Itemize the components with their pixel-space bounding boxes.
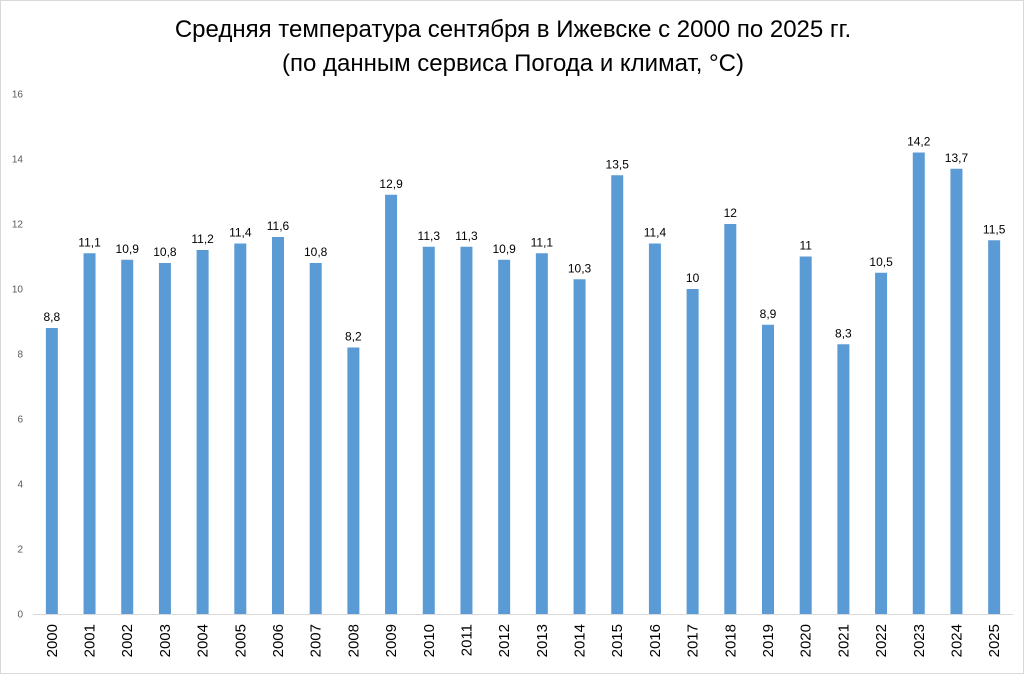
y-tick-label: 2 xyxy=(17,545,23,556)
x-tick-label: 2010 xyxy=(421,624,438,657)
x-tick-label: 2025 xyxy=(986,624,1003,657)
bar xyxy=(648,243,661,614)
bar-data-label: 11,4 xyxy=(229,226,252,240)
bar xyxy=(837,344,850,614)
bar-data-label: 10,5 xyxy=(869,255,893,269)
y-tick-label: 6 xyxy=(17,415,23,426)
bar xyxy=(460,246,473,614)
y-tick-label: 16 xyxy=(12,90,24,101)
bar xyxy=(347,347,360,614)
bar-data-label: 11,3 xyxy=(418,229,441,243)
bar-data-label: 11,2 xyxy=(191,232,214,246)
bar-data-label: 10 xyxy=(686,271,700,285)
bar-data-label: 8,9 xyxy=(760,307,777,321)
bar xyxy=(875,272,888,614)
x-tick-label: 2009 xyxy=(383,624,400,657)
x-tick-label: 2000 xyxy=(44,624,61,657)
x-tick-label: 2016 xyxy=(647,624,664,657)
bar-data-label: 11,4 xyxy=(644,226,667,240)
bar xyxy=(912,152,925,614)
x-tick-label: 2020 xyxy=(798,624,815,657)
x-tick-label: 2018 xyxy=(722,624,739,657)
x-tick-label: 2011 xyxy=(458,624,475,656)
y-tick-label: 8 xyxy=(17,350,23,361)
bar xyxy=(234,243,247,614)
y-tick-label: 12 xyxy=(12,220,24,231)
x-tick-label: 2013 xyxy=(534,624,551,657)
bar-data-label: 10,9 xyxy=(116,242,140,256)
x-tick-label: 2023 xyxy=(911,624,928,657)
bar xyxy=(724,224,737,614)
x-tick-label: 2012 xyxy=(496,624,513,657)
x-tick-label: 2005 xyxy=(232,624,249,657)
bar xyxy=(121,259,134,614)
bar-data-label: 11,1 xyxy=(531,235,554,249)
y-axis-ticks: 0 2 4 6 8 10 12 14 16 xyxy=(12,90,24,621)
bar-data-label: 10,8 xyxy=(304,245,328,259)
x-axis-labels: 2000 2001 2002 2003 2004 2005 2006 2007 2008 2009… xyxy=(44,624,1003,657)
x-tick-label: 2006 xyxy=(270,624,287,657)
bar xyxy=(385,194,398,614)
bar-data-label: 8,3 xyxy=(835,326,852,340)
x-tick-label: 2003 xyxy=(157,624,174,657)
bar-data-label: 11 xyxy=(799,239,812,253)
bar-data-label: 11,1 xyxy=(78,235,101,249)
bar xyxy=(422,246,435,614)
x-tick-label: 2022 xyxy=(873,624,890,657)
bar-data-label: 10,3 xyxy=(568,261,592,275)
y-tick-label: 4 xyxy=(17,480,23,491)
bar-data-label: 8,8 xyxy=(44,310,61,324)
x-tick-label: 2015 xyxy=(609,624,626,657)
y-tick-label: 14 xyxy=(12,155,24,166)
bar xyxy=(309,263,322,614)
bar xyxy=(573,279,586,614)
x-tick-label: 2007 xyxy=(308,624,325,657)
chart-subtitle: (по данным сервиса Погода и климат, °C) xyxy=(282,50,744,77)
bar-data-label: 11,5 xyxy=(983,222,1006,236)
bar xyxy=(611,175,624,614)
bar-data-label: 11,6 xyxy=(267,219,290,233)
x-tick-label: 2021 xyxy=(835,624,852,657)
x-tick-label: 2002 xyxy=(119,624,136,657)
bar xyxy=(158,263,171,614)
bar-data-label: 10,8 xyxy=(153,245,177,259)
chart-title-block: Средняя температура сентября в Ижевске с… xyxy=(1,13,1024,81)
x-tick-label: 2001 xyxy=(82,624,99,657)
bar xyxy=(535,253,548,614)
bar xyxy=(498,259,511,614)
bar xyxy=(762,324,774,614)
bar xyxy=(950,168,963,614)
x-tick-label: 2004 xyxy=(195,624,212,657)
bar-data-label: 13,5 xyxy=(606,157,630,171)
bar-data-label: 12 xyxy=(724,206,738,220)
y-tick-label: 10 xyxy=(12,285,24,296)
bar xyxy=(799,256,812,614)
bars xyxy=(45,152,1001,614)
bar xyxy=(83,253,96,614)
bar xyxy=(686,289,699,614)
bar-data-label: 8,2 xyxy=(345,330,362,344)
x-tick-label: 2019 xyxy=(760,624,777,657)
bar-data-label: 12,9 xyxy=(379,177,403,191)
bar xyxy=(988,240,1001,614)
bar xyxy=(272,237,284,614)
x-tick-label: 2008 xyxy=(345,624,362,657)
bar-data-label: 13,7 xyxy=(945,151,969,165)
x-tick-label: 2024 xyxy=(948,624,965,657)
chart-title: Средняя температура сентября в Ижевске с… xyxy=(174,16,852,43)
y-tick-label: 0 xyxy=(17,610,23,621)
x-tick-label: 2017 xyxy=(685,624,702,657)
bar xyxy=(45,328,58,614)
bar-data-label: 11,3 xyxy=(455,229,478,243)
x-tick-label: 2014 xyxy=(572,624,589,657)
bar-data-label: 10,9 xyxy=(492,242,516,256)
bar xyxy=(196,250,209,614)
data-labels: 8,8 11,1 10,9 10,8 11,2 11,4 11,6 10,8 8,2 12,9 11… xyxy=(44,135,1006,344)
bar-data-label: 14,2 xyxy=(907,135,931,149)
